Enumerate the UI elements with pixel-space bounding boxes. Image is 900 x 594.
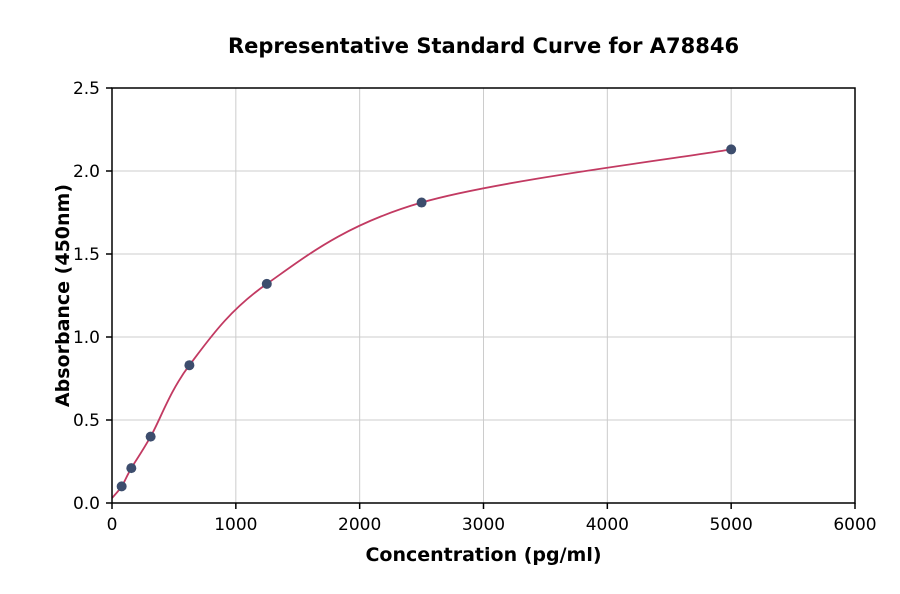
data-point (145, 431, 156, 442)
x-tick-label: 0 (107, 515, 118, 535)
y-tick-label: 2.0 (73, 162, 100, 182)
x-tick-label: 3000 (462, 515, 505, 535)
x-tick-label: 5000 (710, 515, 753, 535)
y-tick-label: 2.5 (73, 79, 100, 99)
x-tick-label: 4000 (586, 515, 629, 535)
y-axis-label: Absorbance (450nm) (52, 183, 74, 408)
chart-title: Representative Standard Curve for A78846 (227, 34, 740, 58)
y-tick-label: 1.0 (73, 328, 100, 348)
x-tick-label: 2000 (338, 515, 381, 535)
data-point (726, 144, 737, 155)
x-tick-label: 1000 (214, 515, 257, 535)
x-axis-label: Concentration (pg/ml) (365, 544, 602, 566)
data-point (416, 197, 427, 208)
y-tick-label: 0.0 (73, 494, 100, 514)
data-point (126, 463, 137, 474)
fitted-curve (111, 148, 732, 499)
x-tick-label: 6000 (833, 515, 876, 535)
y-tick-label: 1.5 (73, 245, 100, 265)
data-point (184, 360, 195, 371)
y-tick-label: 0.5 (73, 411, 100, 431)
data-point (261, 278, 272, 289)
data-point (116, 481, 127, 492)
